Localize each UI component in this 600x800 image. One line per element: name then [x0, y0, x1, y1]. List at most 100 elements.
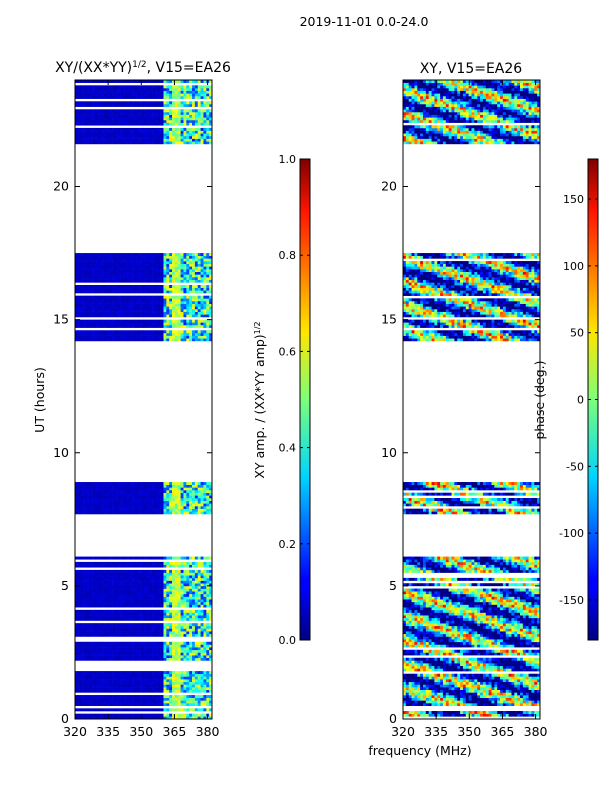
amplitude-heatmap-cell [192, 295, 196, 299]
amplitude-heatmap-cell [92, 322, 96, 326]
amplitude-heatmap-cell [117, 681, 121, 685]
amplitude-heatmap-cell [123, 298, 127, 302]
amplitude-heatmap-cell [80, 138, 84, 142]
amplitude-heatmap-cell [183, 498, 187, 501]
amplitude-heatmap-cell [100, 324, 104, 328]
amplitude-heatmap-cell [83, 138, 87, 142]
amplitude-heatmap-cell [206, 657, 210, 661]
amplitude-heatmap-cell [100, 122, 104, 126]
amplitude-heatmap-cell [83, 95, 87, 99]
amplitude-heatmap-cell [206, 583, 210, 587]
amplitude-heatmap-cell [109, 601, 113, 605]
amplitude-heatmap-cell [117, 308, 121, 312]
amplitude-heatmap-cell [132, 119, 136, 123]
amplitude-heatmap-cell [154, 644, 159, 648]
amplitude-heatmap-cell [137, 583, 141, 587]
amplitude-heatmap-cell [209, 500, 213, 504]
amplitude-heatmap-cell [100, 679, 104, 683]
amplitude-heatmap-cell [206, 109, 210, 113]
amplitude-heatmap-cell [80, 298, 84, 302]
amplitude-heatmap-cell [94, 673, 99, 677]
amplitude-heatmap-cell [114, 695, 119, 698]
amplitude-heatmap-cell [186, 484, 190, 488]
amplitude-heatmap-cell [209, 274, 213, 278]
amplitude-heatmap-cell [120, 101, 124, 105]
amplitude-heatmap-cell [129, 277, 133, 280]
amplitude-heatmap-cell [89, 484, 93, 488]
amplitude-heatmap-cell [123, 279, 127, 283]
amplitude-heatmap-cell [166, 269, 170, 272]
amplitude-heatmap-cell [97, 575, 101, 579]
amplitude-heatmap-cell [200, 631, 204, 635]
amplitude-heatmap-cell [120, 697, 124, 701]
amplitude-heatmap-cell [206, 612, 210, 616]
amplitude-heatmap-cell [166, 679, 170, 683]
amplitude-heatmap-cell [134, 122, 139, 126]
amplitude-heatmap-cell [200, 263, 204, 267]
amplitude-heatmap-cell [114, 689, 119, 693]
amplitude-heatmap-cell [143, 500, 147, 504]
amplitude-heatmap-cell [160, 258, 164, 262]
amplitude-heatmap-cell [172, 500, 176, 504]
amplitude-heatmap-cell [203, 109, 207, 113]
amplitude-heatmap-cell [163, 652, 167, 656]
amplitude-heatmap-cell [75, 114, 79, 118]
amplitude-heatmap-cell [83, 588, 87, 592]
amplitude-heatmap-cell [200, 695, 204, 698]
amplitude-heatmap-cell [200, 141, 204, 145]
amplitude-heatmap-cell [186, 585, 190, 589]
amplitude-heatmap-cell [209, 127, 213, 131]
amplitude-heatmap-cell [123, 641, 127, 645]
amplitude-heatmap-cell [77, 495, 81, 499]
amplitude-heatmap-cell [94, 689, 99, 693]
amplitude-heatmap-cell [186, 716, 190, 720]
amplitude-heatmap-cell [83, 495, 87, 499]
amplitude-heatmap-cell [163, 117, 167, 121]
amplitude-heatmap-cell [160, 580, 164, 584]
amplitude-heatmap-cell [126, 700, 130, 704]
amplitude-heatmap-cell [126, 306, 130, 310]
amplitude-heatmap-cell [106, 561, 110, 565]
amplitude-heatmap-cell [177, 593, 181, 597]
amplitude-heatmap-cell [92, 101, 96, 105]
amplitude-heatmap-cell [172, 279, 176, 283]
amplitude-heatmap-cell [106, 274, 110, 278]
amplitude-heatmap-cell [89, 596, 93, 600]
amplitude-heatmap-cell [163, 575, 167, 579]
amplitude-heatmap-cell [152, 253, 156, 257]
amplitude-heatmap-cell [94, 585, 99, 589]
amplitude-heatmap-cell [194, 295, 199, 299]
amplitude-heatmap-cell [92, 117, 96, 121]
amplitude-heatmap-cell [126, 713, 130, 717]
amplitude-heatmap-cell [194, 274, 199, 278]
amplitude-heatmap-cell [163, 588, 167, 592]
amplitude-heatmap-cell [129, 287, 133, 291]
amplitude-heatmap-cell [77, 103, 81, 107]
amplitude-heatmap-cell [183, 609, 187, 613]
amplitude-heatmap-cell [194, 703, 199, 706]
amplitude-heatmap-cell [132, 506, 136, 509]
amplitude-heatmap-cell [83, 117, 87, 121]
amplitude-heatmap-cell [129, 135, 133, 139]
amplitude-heatmap-cell [103, 127, 107, 131]
amplitude-heatmap-cell [137, 290, 141, 294]
amplitude-heatmap-cell [154, 103, 159, 107]
amplitude-heatmap-cell [137, 314, 141, 318]
amplitude-heatmap-cell [86, 615, 90, 619]
amplitude-heatmap-cell [143, 641, 147, 645]
amplitude-heatmap-cell [200, 338, 204, 342]
amplitude-heatmap-cell [109, 596, 113, 600]
amplitude-heatmap-cell [132, 279, 136, 283]
amplitude-heatmap-cell [112, 641, 116, 645]
amplitude-heatmap-cell [189, 681, 193, 685]
amplitude-heatmap-cell [149, 127, 153, 131]
amplitude-heatmap-cell [126, 295, 130, 299]
amplitude-heatmap-cell [86, 585, 90, 589]
amplitude-heatmap-cell [169, 671, 173, 675]
amplitude-heatmap-cell [152, 319, 156, 323]
amplitude-heatmap-cell [174, 114, 179, 118]
amplitude-heatmap-cell [109, 500, 113, 504]
amplitude-heatmap-cell [189, 633, 193, 637]
amplitude-heatmap-cell [103, 285, 107, 288]
amplitude-heatmap-cell [100, 593, 104, 597]
